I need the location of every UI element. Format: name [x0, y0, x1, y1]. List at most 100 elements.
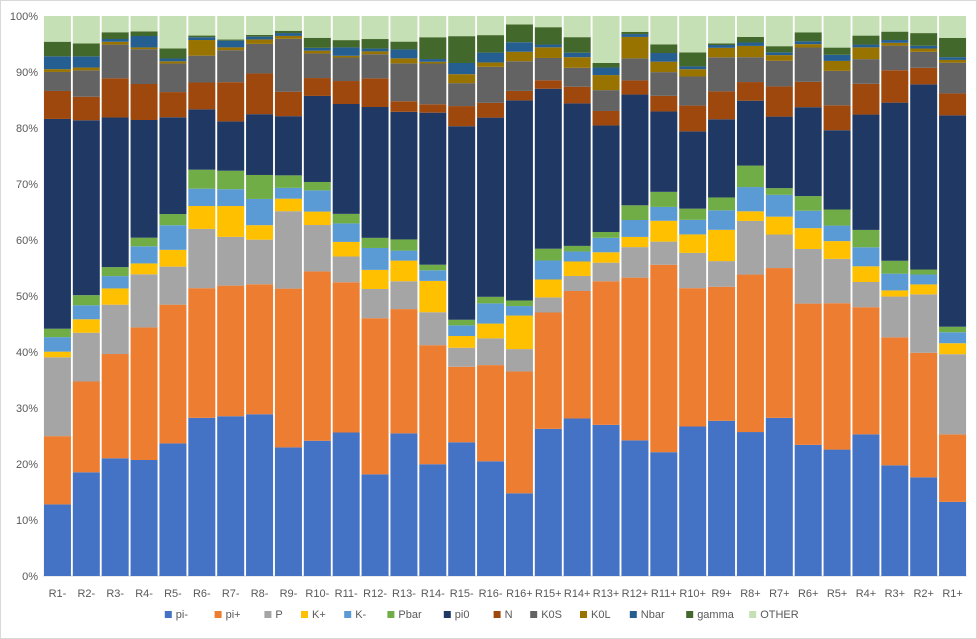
bar-segment-pi+	[159, 304, 187, 444]
legend-item-Pbar: Pbar	[387, 609, 422, 621]
bar-segment-N	[332, 81, 360, 105]
bar-segment-K0L	[361, 51, 389, 55]
bar-segment-Pbar	[130, 237, 158, 247]
legend-label: K+	[312, 609, 326, 621]
bar-segment-pi0	[765, 116, 793, 189]
bar-segment-pi0	[390, 111, 418, 240]
bar-segment-pi0	[274, 116, 302, 176]
legend-label: K0S	[541, 609, 562, 621]
bar-segment-K+	[43, 351, 71, 358]
bar-segment-gamma	[217, 39, 245, 41]
bar-segment-gamma	[130, 31, 158, 36]
bar-segment-pi-	[390, 433, 418, 576]
bar-segment-Pbar	[708, 197, 736, 211]
legend-swatch	[264, 611, 272, 618]
legend-swatch	[629, 611, 637, 618]
bar-segment-K-	[332, 223, 360, 242]
bar-segment-K+	[390, 260, 418, 282]
bar-segment-Pbar	[852, 229, 880, 248]
bar-segment-K0L	[823, 60, 851, 71]
bar-segment-OTHER	[159, 16, 187, 49]
bar-segment-Nbar	[736, 42, 764, 46]
bar-segment-Nbar	[419, 59, 447, 62]
bar-stack-R1+	[939, 16, 967, 576]
bar-segment-P	[217, 236, 245, 286]
x-tick-label: R11-	[335, 588, 358, 600]
legend-label: OTHER	[760, 609, 799, 621]
legend-swatch	[749, 611, 757, 618]
bar-segment-pi+	[72, 381, 100, 473]
bar-segment-pi0	[939, 115, 967, 327]
bar-segment-K-	[939, 332, 967, 344]
bar-segment-K0S	[621, 58, 649, 81]
bar-segment-K+	[505, 315, 533, 350]
bar-segment-K0L	[910, 48, 938, 52]
bar-segment-P	[679, 252, 707, 289]
bar-segment-P	[736, 220, 764, 275]
x-tick-label: R9+	[711, 588, 732, 600]
legend-label: pi0	[455, 609, 470, 621]
bar-segment-Pbar	[794, 196, 822, 211]
bar-segment-Nbar	[910, 45, 938, 49]
bar-segment-OTHER	[794, 16, 822, 33]
bar-segment-pi+	[448, 366, 476, 443]
bar-segment-Nbar	[679, 66, 707, 70]
legend-swatch	[530, 611, 538, 618]
bar-segment-gamma	[650, 44, 678, 54]
bar-segment-N	[823, 105, 851, 131]
bar-segment-N	[246, 73, 274, 115]
bar-segment-gamma	[534, 27, 562, 45]
bar-segment-OTHER	[246, 16, 274, 35]
bar-segment-OTHER	[881, 16, 909, 32]
bar-segment-K0S	[650, 72, 678, 96]
bar-segment-pi-	[246, 414, 274, 576]
bar-segment-K+	[101, 288, 129, 305]
bar-stack-R6+	[794, 16, 822, 576]
y-tick-label: 100%	[10, 11, 38, 23]
bar-segment-K0L	[72, 67, 100, 71]
bar-segment-pi0	[823, 130, 851, 210]
x-tick-label: R4+	[856, 588, 877, 600]
bar-segment-K0S	[419, 63, 447, 105]
bar-segment-K+	[708, 229, 736, 262]
bar-segment-pi+	[477, 365, 505, 462]
bar-segment-pi+	[101, 354, 129, 459]
bar-segment-OTHER	[274, 16, 302, 31]
bar-segment-K0S	[274, 38, 302, 92]
bar-segment-N	[274, 91, 302, 117]
bar-segment-OTHER	[390, 16, 418, 42]
bar-segment-K0S	[563, 67, 591, 87]
bar-segment-pi+	[188, 288, 216, 418]
bar-segment-pi-	[679, 426, 707, 576]
bar-segment-OTHER	[101, 16, 129, 33]
bar-segment-pi0	[679, 131, 707, 209]
bar-segment-Nbar	[881, 40, 909, 43]
bar-stack-R12-	[361, 16, 389, 576]
bar-segment-OTHER	[303, 16, 331, 38]
legend-label: Nbar	[641, 609, 665, 621]
bar-segment-P	[274, 211, 302, 289]
y-tick-label: 40%	[16, 347, 38, 359]
bar-segment-OTHER	[505, 16, 533, 25]
bar-segment-K+	[881, 290, 909, 297]
bar-segment-pi-	[881, 465, 909, 576]
bar-segment-K-	[650, 206, 678, 221]
bar-segment-gamma	[563, 37, 591, 53]
bar-segment-pi0	[534, 88, 562, 249]
bar-segment-OTHER	[708, 16, 736, 44]
bar-segment-K0S	[303, 53, 331, 79]
legend-item-P: P	[264, 609, 283, 621]
bar-segment-pi0	[130, 120, 158, 238]
bar-segment-OTHER	[910, 16, 938, 34]
bar-segment-Pbar	[43, 328, 71, 338]
legend-item-N: N	[493, 609, 513, 621]
bar-segment-K-	[679, 219, 707, 235]
bar-segment-Pbar	[823, 209, 851, 226]
bar-segment-Nbar	[361, 48, 389, 52]
bar-segment-K0S	[736, 57, 764, 83]
bar-segment-gamma	[390, 41, 418, 50]
bar-segment-pi+	[332, 282, 360, 433]
bar-segment-N	[910, 67, 938, 85]
y-tick-label: 0%	[22, 571, 38, 583]
bar-segment-K0S	[130, 49, 158, 84]
